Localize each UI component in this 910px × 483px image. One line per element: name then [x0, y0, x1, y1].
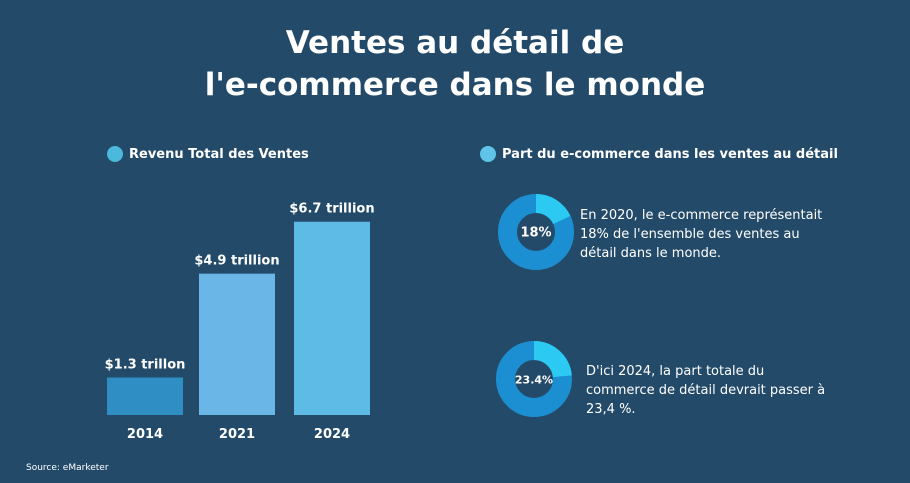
x-tick-label: 2024: [314, 427, 350, 442]
donut-2024-description: D'ici 2024, la part totale du commerce d…: [586, 364, 826, 417]
x-tick-label: 2014: [127, 427, 163, 442]
donut-center-label: 23.4%: [515, 374, 553, 387]
right-section-heading: Part du e-commerce dans les ventes au dé…: [480, 146, 838, 162]
donut-chart-2024: 23.4%: [496, 341, 572, 417]
left-heading-label: Revenu Total des Ventes: [129, 146, 309, 162]
bar-data-label: $1.3 trillon: [105, 358, 186, 373]
donut-center-label: 18%: [520, 226, 551, 241]
left-section-heading: Revenu Total des Ventes: [107, 146, 309, 162]
bar-2024: [294, 221, 370, 415]
donut-chart-2020: 18%: [498, 194, 574, 270]
x-tick-label: 2021: [219, 427, 255, 442]
donut-share-slice: [496, 341, 572, 417]
donut-2024: 23.4%: [495, 340, 573, 418]
page-title: Ventes au détail de l'e-commerce dans le…: [0, 22, 910, 106]
bullet-dot-icon: [107, 146, 123, 162]
title-line-2: l'e-commerce dans le monde: [204, 67, 706, 103]
right-heading-label: Part du e-commerce dans les ventes au dé…: [502, 146, 838, 162]
donut-share-slice: [498, 194, 574, 270]
donut-2020: 18%: [497, 193, 575, 271]
donut-2020-description: En 2020, le e-commerce représentait 18% …: [580, 208, 823, 261]
bullet-dot-icon: [480, 146, 496, 162]
title-line-1: Ventes au détail de: [285, 25, 625, 61]
bar-2021: [199, 273, 275, 415]
bar-data-label: $4.9 trillion: [194, 254, 279, 269]
source-note: Source: eMarketer: [26, 463, 109, 473]
bar-data-label: $6.7 trillion: [289, 202, 374, 217]
bar-2014: [107, 377, 183, 415]
